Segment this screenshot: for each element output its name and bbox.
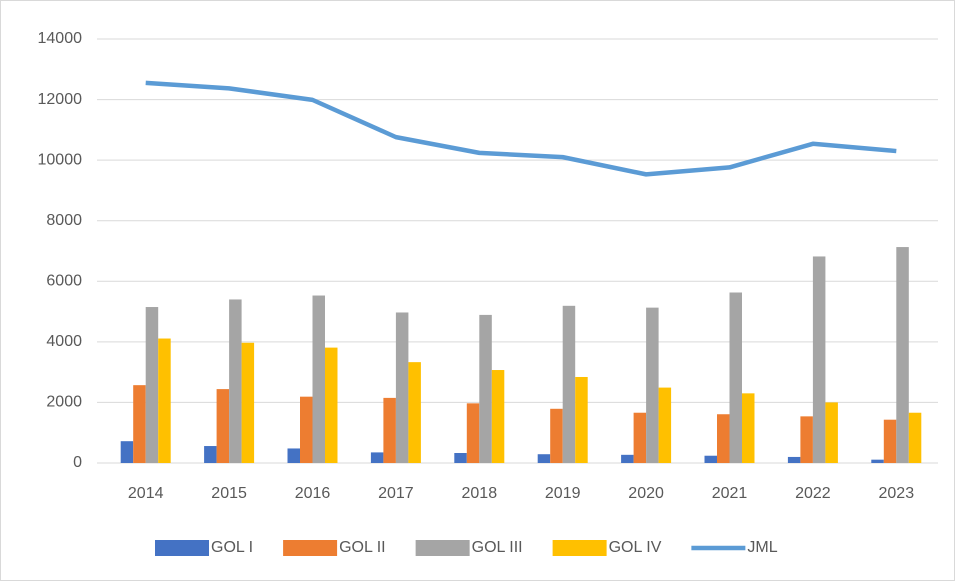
bar xyxy=(145,307,159,463)
bar xyxy=(133,385,146,463)
y-tick-label: 0 xyxy=(73,454,82,471)
bar xyxy=(729,292,742,463)
bar xyxy=(312,295,325,463)
bar xyxy=(491,370,505,463)
bar xyxy=(896,247,909,463)
bar xyxy=(633,412,647,463)
legend-label: GOL II xyxy=(339,539,386,556)
bar xyxy=(787,456,801,463)
bar xyxy=(408,362,421,463)
bar xyxy=(229,299,242,463)
bar xyxy=(241,342,255,463)
x-tick-label: 2016 xyxy=(295,485,331,502)
legend-swatch xyxy=(283,540,338,556)
x-tick-label: 2019 xyxy=(545,485,581,502)
bar xyxy=(575,376,588,463)
y-tick-label: 12000 xyxy=(38,91,83,108)
bar xyxy=(742,393,755,463)
y-tick-label: 10000 xyxy=(38,151,83,168)
y-tick-label: 6000 xyxy=(46,273,82,290)
x-tick-label: 2014 xyxy=(128,485,164,502)
bar xyxy=(562,305,576,463)
bar xyxy=(550,408,563,463)
legend-label: GOL III xyxy=(472,539,523,556)
bar xyxy=(812,256,826,463)
x-tick-label: 2015 xyxy=(211,485,247,502)
legend-label: GOL I xyxy=(211,539,253,556)
bar xyxy=(883,419,897,463)
bar xyxy=(908,412,922,463)
bar xyxy=(204,446,217,463)
bar xyxy=(158,338,171,463)
bar xyxy=(287,448,300,463)
y-tick-label: 8000 xyxy=(46,212,82,229)
bar xyxy=(479,314,492,463)
x-tick-label: 2018 xyxy=(462,485,498,502)
bar xyxy=(454,453,467,463)
x-tick-label: 2022 xyxy=(795,485,831,502)
bar xyxy=(658,387,672,463)
legend-label: JML xyxy=(747,539,777,556)
bar xyxy=(120,441,134,463)
x-tick-label: 2021 xyxy=(712,485,748,502)
x-tick-label: 2023 xyxy=(879,485,915,502)
line xyxy=(145,80,897,177)
y-tick-label: 4000 xyxy=(46,333,82,350)
bar xyxy=(800,416,813,463)
bar xyxy=(383,397,396,463)
bar xyxy=(704,455,717,463)
bar xyxy=(325,347,338,463)
bar xyxy=(216,389,230,463)
legend-swatch xyxy=(415,540,470,556)
x-tick-label: 2020 xyxy=(628,485,664,502)
bar xyxy=(466,403,480,463)
x-tick-label: 2017 xyxy=(378,485,414,502)
y-tick-label: 2000 xyxy=(46,394,82,411)
bar xyxy=(537,454,551,463)
legend-swatch xyxy=(552,540,607,556)
bar xyxy=(621,454,634,463)
bar xyxy=(717,414,730,463)
bar xyxy=(646,307,659,463)
legend-label: GOL IV xyxy=(609,539,662,556)
bar xyxy=(825,402,838,463)
bar xyxy=(395,312,409,463)
legend-swatch xyxy=(155,540,209,556)
bar xyxy=(300,396,313,463)
bar xyxy=(871,459,884,463)
y-tick-label: 14000 xyxy=(38,30,83,47)
bar xyxy=(370,452,384,463)
